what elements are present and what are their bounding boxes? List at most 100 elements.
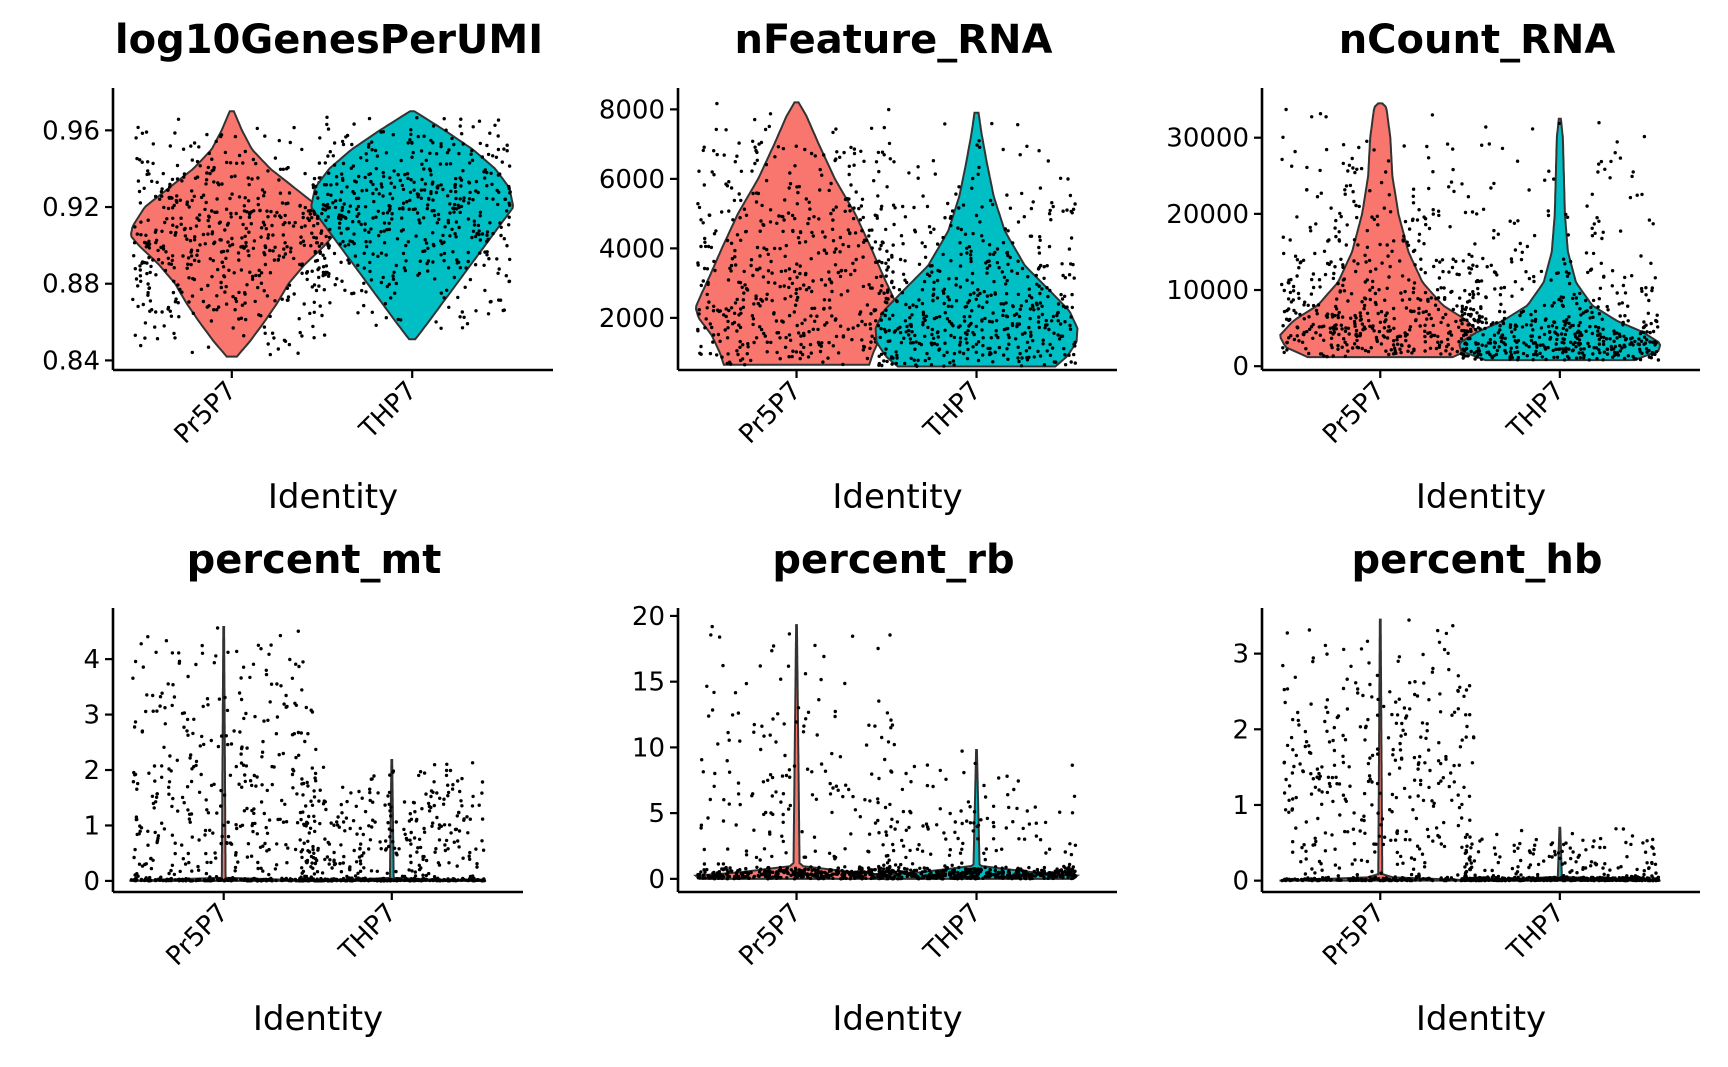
data-point <box>244 240 248 245</box>
data-point <box>1596 333 1600 337</box>
x-tick-label: THP7 <box>918 376 988 446</box>
data-point <box>1373 291 1378 296</box>
data-point <box>1298 261 1303 265</box>
data-point <box>735 870 739 875</box>
data-point <box>708 797 712 802</box>
data-point <box>1343 354 1348 358</box>
data-point <box>448 202 452 206</box>
data-point <box>769 811 773 815</box>
data-point <box>1404 306 1409 310</box>
data-point <box>699 344 703 349</box>
data-point <box>1467 299 1472 303</box>
data-point <box>1392 326 1396 330</box>
data-point <box>451 783 455 787</box>
data-point <box>810 306 814 311</box>
data-point <box>1495 348 1500 353</box>
data-point <box>187 300 191 304</box>
data-point <box>1357 204 1361 209</box>
data-point <box>203 833 207 837</box>
data-point <box>1539 326 1544 330</box>
data-point <box>306 732 310 736</box>
data-point <box>1454 319 1458 324</box>
data-point <box>1485 265 1489 269</box>
data-point <box>458 315 462 319</box>
data-point <box>422 167 426 171</box>
data-point <box>874 160 879 164</box>
data-point <box>783 345 788 349</box>
data-point <box>480 791 484 795</box>
data-point <box>1469 349 1473 354</box>
data-point <box>147 286 151 290</box>
data-point <box>1020 356 1024 360</box>
data-point <box>242 209 247 213</box>
data-point <box>865 356 870 361</box>
data-point <box>340 208 344 212</box>
data-point <box>889 825 893 829</box>
data-point <box>1365 139 1369 143</box>
data-point <box>1333 265 1337 269</box>
data-point <box>1529 338 1534 343</box>
data-point <box>794 144 798 148</box>
data-point <box>803 240 808 244</box>
data-point <box>237 258 241 262</box>
data-point <box>271 233 275 237</box>
data-point <box>1029 330 1033 334</box>
data-point <box>454 176 458 181</box>
data-point <box>322 333 327 337</box>
y-tick-label: 2000 <box>599 304 665 334</box>
data-point <box>1484 295 1488 299</box>
data-point <box>798 264 802 268</box>
data-point <box>982 783 986 788</box>
data-point <box>1309 229 1313 233</box>
data-point <box>1048 353 1053 357</box>
data-point <box>816 327 820 332</box>
data-point <box>422 134 426 138</box>
data-point <box>1363 280 1368 284</box>
data-point <box>304 874 309 879</box>
data-point <box>368 240 372 244</box>
data-point <box>475 862 479 866</box>
data-point <box>263 331 267 335</box>
data-point <box>147 771 151 775</box>
data-point <box>401 207 405 211</box>
data-point <box>780 834 784 838</box>
data-point <box>292 292 296 296</box>
data-point <box>230 236 234 241</box>
data-point <box>1617 332 1622 336</box>
data-point <box>1587 358 1592 362</box>
data-point <box>885 861 890 865</box>
data-point <box>171 223 175 227</box>
data-point <box>1385 243 1389 247</box>
data-point <box>496 134 500 138</box>
data-point <box>1329 206 1333 210</box>
data-point <box>351 190 355 194</box>
data-point <box>1341 265 1345 269</box>
data-point <box>368 269 372 274</box>
data-point <box>1292 308 1296 313</box>
data-point <box>1291 284 1296 289</box>
data-point <box>806 221 810 226</box>
data-point <box>731 218 735 222</box>
data-point <box>368 790 372 795</box>
data-point <box>1463 288 1467 293</box>
data-point <box>861 215 865 220</box>
data-point <box>794 287 799 292</box>
data-point <box>890 362 894 366</box>
data-point <box>982 289 986 294</box>
data-point <box>1048 208 1052 213</box>
data-point <box>444 838 449 843</box>
data-point <box>226 820 230 824</box>
data-point <box>356 263 360 267</box>
data-point <box>306 849 310 853</box>
data-point <box>1623 345 1627 349</box>
data-point <box>195 175 200 179</box>
y-tick-label: 2 <box>83 756 100 786</box>
data-point <box>1552 355 1556 360</box>
data-point <box>702 266 707 271</box>
data-point <box>170 863 175 867</box>
data-point <box>935 242 940 246</box>
data-point <box>1650 351 1655 355</box>
data-point <box>190 189 194 193</box>
data-point <box>988 252 992 256</box>
data-point <box>1475 212 1479 216</box>
